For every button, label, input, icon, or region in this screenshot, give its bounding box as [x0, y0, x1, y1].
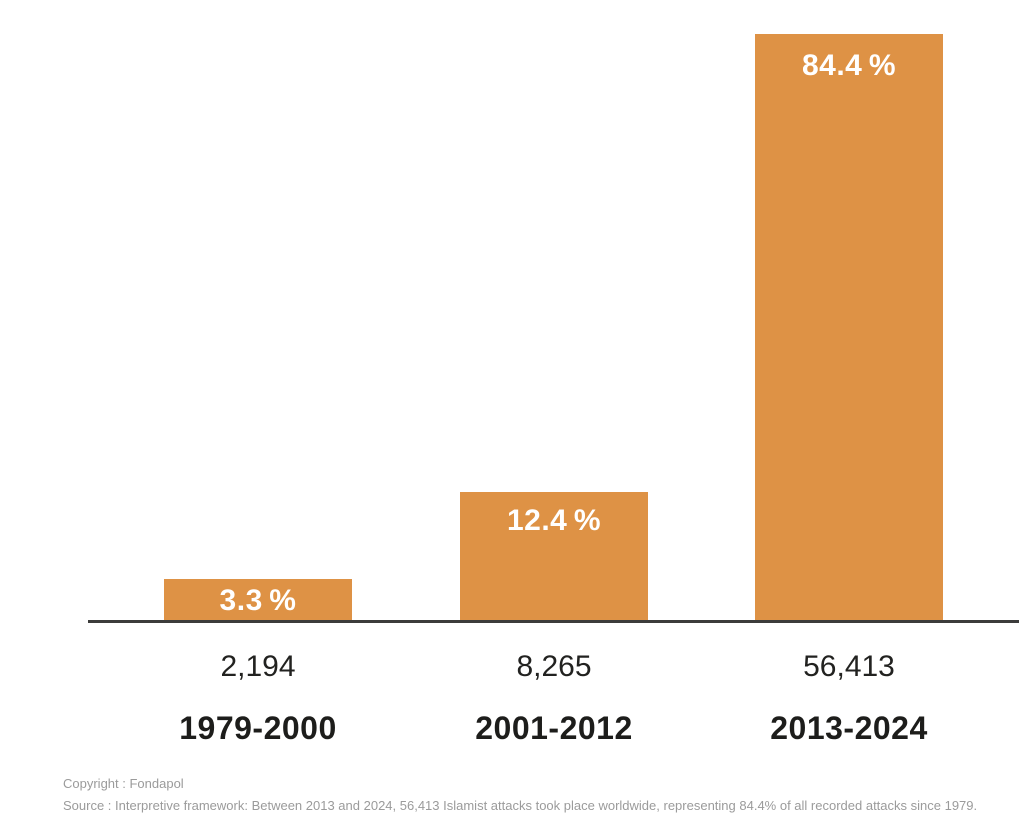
bar-count-label: 56,413 — [803, 650, 895, 683]
bar-count-label: 2,194 — [220, 650, 296, 683]
bar-percent-label: 12.4 % — [506, 504, 602, 537]
x-axis-category: 2001-2012 — [475, 710, 633, 746]
bar-percent-label: 84.4 % — [801, 49, 897, 82]
bar-count-label: 8,265 — [516, 650, 592, 683]
bar-2001-2012: 12.4 % — [460, 492, 648, 623]
source-text: Source : Interpretive framework: Between… — [63, 798, 978, 813]
bar-2013-2024: 84.4 % — [755, 34, 943, 623]
x-axis-category: 1979-2000 — [179, 710, 337, 746]
bar-1979-2000: 3.3 % — [164, 579, 352, 623]
bar-percent-label: 3.3 % — [219, 584, 297, 617]
copyright-text: Copyright : Fondapol — [63, 776, 184, 791]
x-axis-category: 2013-2024 — [770, 710, 928, 746]
chart-footer: Copyright : Fondapol Source : Interpreti… — [63, 773, 1004, 817]
x-axis-line — [88, 620, 1019, 623]
